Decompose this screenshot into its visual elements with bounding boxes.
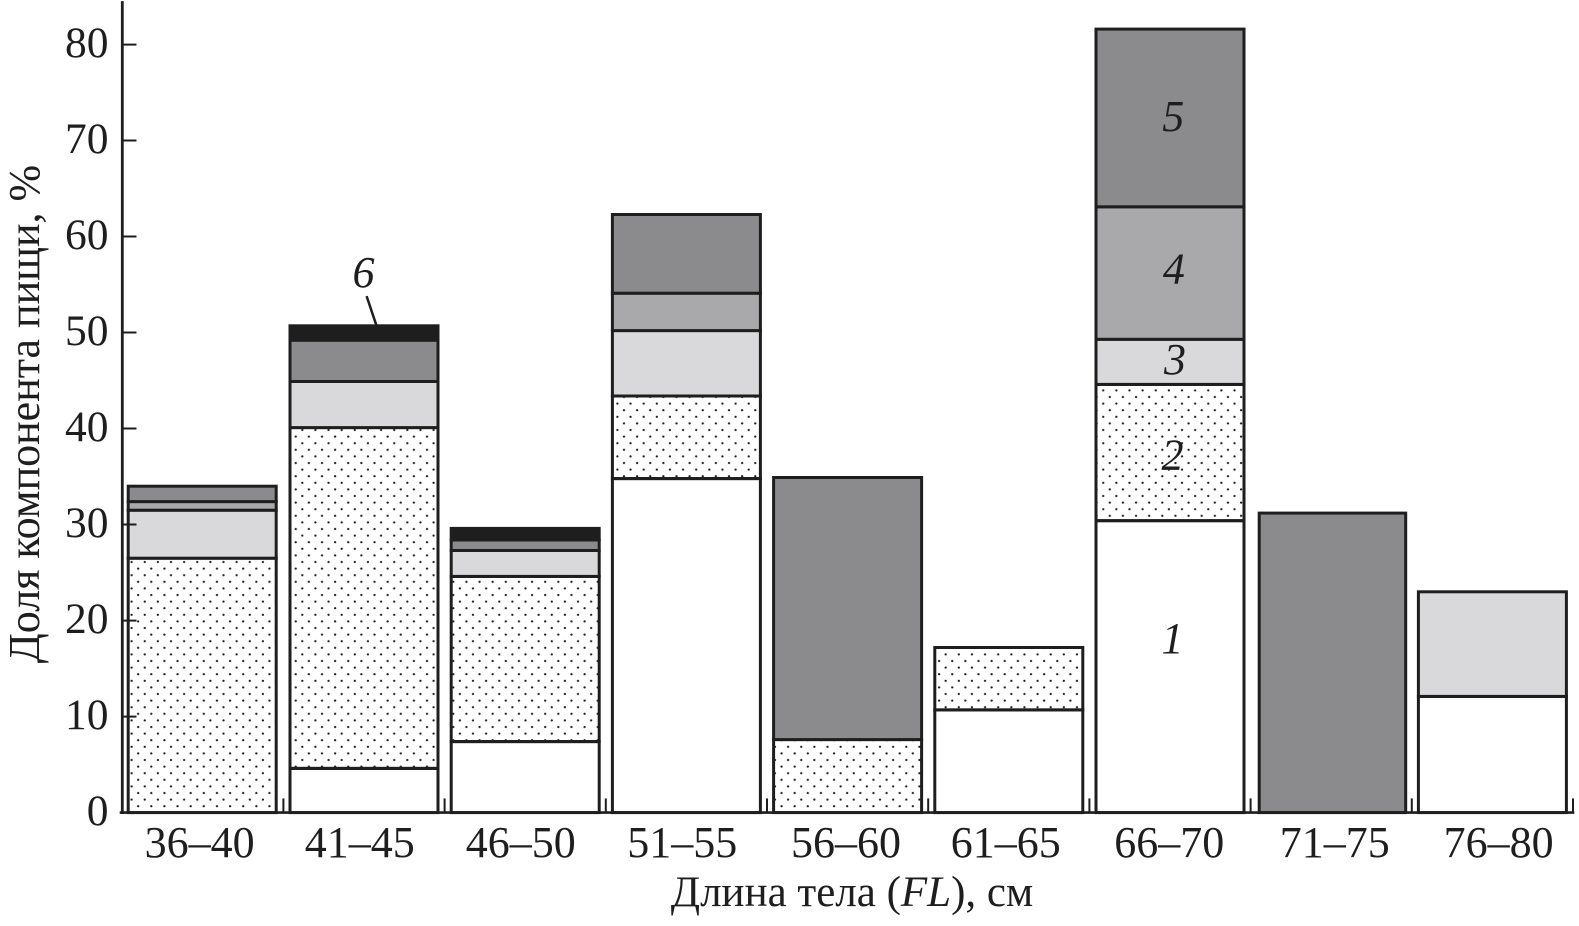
svg-text:3: 3	[1163, 335, 1186, 384]
svg-text:51–55: 51–55	[627, 818, 737, 867]
svg-text:2: 2	[1162, 430, 1184, 479]
svg-text:46–50: 46–50	[466, 818, 576, 867]
svg-text:4: 4	[1163, 245, 1185, 294]
svg-text:80: 80	[65, 19, 109, 67]
svg-text:66–70: 66–70	[1114, 818, 1224, 867]
svg-text:0: 0	[87, 787, 109, 835]
svg-text:60: 60	[65, 211, 109, 259]
svg-text:10: 10	[65, 691, 109, 739]
svg-text:70: 70	[65, 115, 109, 163]
svg-text:61–65: 61–65	[951, 818, 1061, 867]
svg-text:76–80: 76–80	[1444, 818, 1554, 867]
svg-text:20: 20	[65, 595, 109, 643]
svg-text:41–45: 41–45	[305, 818, 415, 867]
svg-text:50: 50	[65, 307, 109, 355]
svg-text:71–75: 71–75	[1280, 818, 1390, 867]
svg-text:30: 30	[65, 499, 109, 547]
svg-text:5: 5	[1162, 92, 1184, 141]
svg-text:56–60: 56–60	[791, 818, 901, 867]
svg-text:1: 1	[1162, 614, 1184, 663]
svg-text:6: 6	[353, 248, 375, 297]
svg-text:36–40: 36–40	[145, 818, 255, 867]
svg-text:Доля компонента пищи, %: Доля компонента пищи, %	[0, 165, 49, 663]
svg-text:40: 40	[65, 403, 109, 451]
svg-text:Длина тела (FL), см: Длина тела (FL), см	[671, 869, 1033, 916]
